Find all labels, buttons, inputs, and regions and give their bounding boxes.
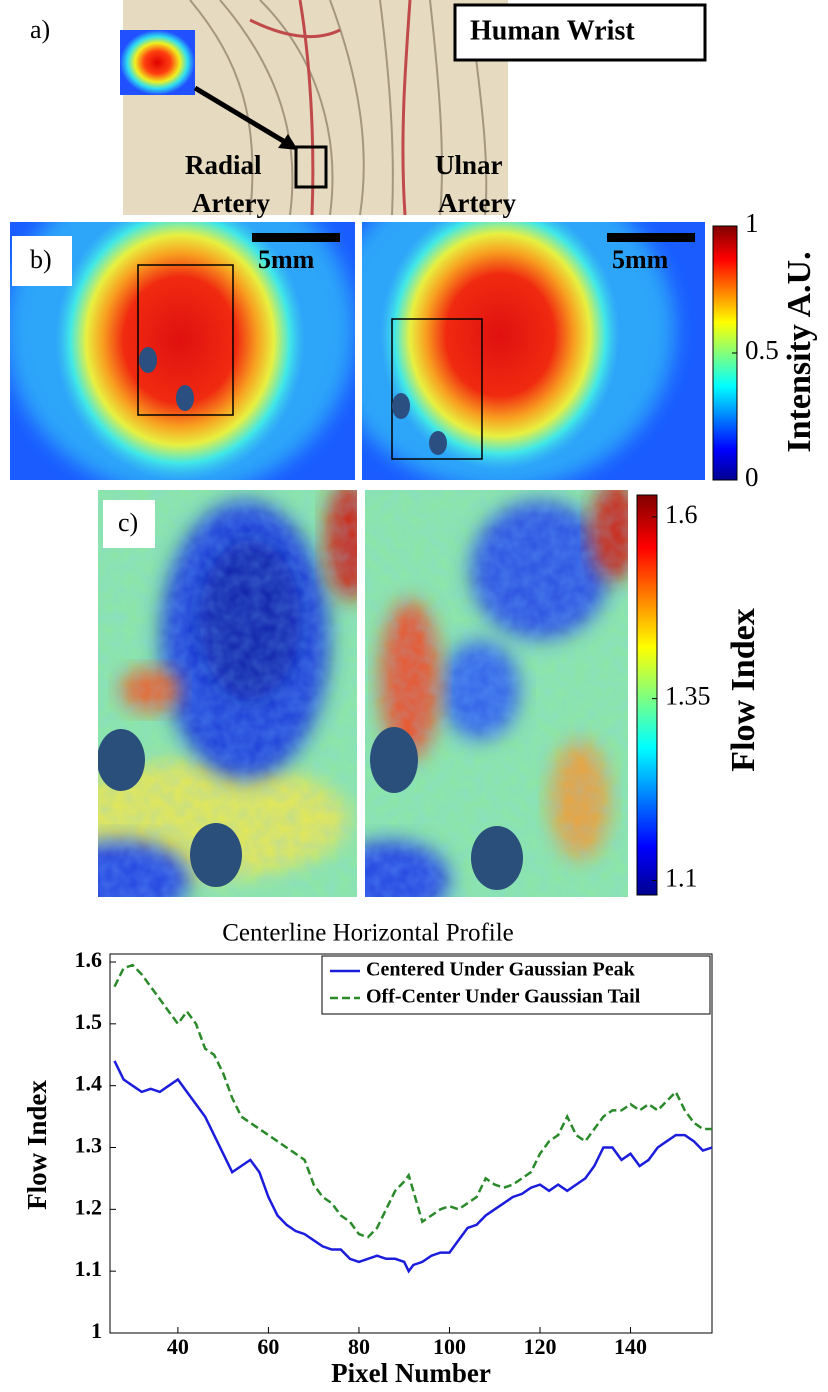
panel-c: c) Flow Index (98, 490, 762, 897)
y-tick-label: 1.5 (75, 1009, 103, 1034)
y-axis-label: Flow Index (22, 1080, 52, 1210)
line-chart: Centerline Horizontal Profile Pixel Numb… (22, 920, 713, 1388)
data-line (113, 1060, 713, 1274)
panel-a: Human Wrist a) Radial Artery Ulnar Arter… (30, 0, 707, 218)
flow-image (365, 490, 628, 897)
panel-label: c) (118, 508, 138, 537)
colorbar-tick-label: 1.1 (665, 863, 698, 892)
y-tick-label: 1 (91, 1318, 102, 1343)
arrow (193, 85, 292, 148)
colorbar-label: Intensity A.U. (781, 251, 818, 452)
chart-title: Centerline Horizontal Profile (222, 920, 514, 947)
y-tick-label: 1.4 (75, 1071, 103, 1096)
anatomy-lines (189, 0, 488, 216)
annotation: Radial (185, 150, 262, 180)
intensity-image (362, 222, 705, 480)
panel-title: Human Wrist (470, 15, 635, 46)
x-tick-label: 120 (524, 1334, 557, 1359)
colorbar (636, 494, 658, 896)
legend-label: Off-Center Under Gaussian Tail (366, 986, 641, 1008)
x-tick-label: 140 (614, 1334, 647, 1359)
y-tick-label: 1.6 (75, 947, 103, 972)
x-axis-label: Pixel Number (331, 1358, 491, 1388)
x-tick-label: 80 (348, 1334, 370, 1359)
scale-bar (252, 233, 340, 242)
colorbar-tick-label: 1.6 (665, 500, 698, 529)
scale-label: 5mm (258, 245, 315, 274)
x-tick-label: 100 (433, 1334, 466, 1359)
colorbar-tick-label: 1 (745, 208, 759, 238)
gaussian-inset (120, 30, 195, 95)
label-box (103, 500, 155, 548)
legend-label: Centered Under Gaussian Peak (366, 959, 636, 981)
annotation: Artery (192, 188, 270, 218)
title-box (453, 3, 707, 62)
colorbar-tick-label: 1.35 (665, 682, 711, 711)
panel-label: b) (30, 245, 52, 274)
panel-label: a) (30, 15, 50, 44)
label-box (12, 236, 72, 286)
legend-box (321, 955, 711, 1015)
scale-bar (607, 233, 695, 242)
data-line (113, 963, 712, 1239)
annotation: Ulnar (435, 150, 503, 180)
panel-b: b) 5mm 5mm Intensity A.U. (10, 222, 818, 481)
y-tick-label: 1.2 (75, 1194, 103, 1219)
colorbar-tick-label: 0.5 (745, 335, 779, 365)
plot-frame (109, 953, 713, 1334)
y-tick-label: 1.3 (75, 1133, 103, 1158)
roi-box (294, 145, 328, 189)
scale-label: 5mm (612, 245, 669, 274)
x-tick-label: 60 (257, 1334, 279, 1359)
annotation: Artery (438, 188, 516, 218)
arrow-head (278, 134, 298, 150)
flow-image (98, 490, 357, 897)
colorbar-tick-label: 0 (745, 462, 759, 492)
y-tick-label: 1.1 (75, 1256, 103, 1281)
intensity-image (10, 222, 355, 480)
colorbar-label: Flow Index (725, 608, 762, 771)
x-tick-label: 40 (167, 1334, 189, 1359)
